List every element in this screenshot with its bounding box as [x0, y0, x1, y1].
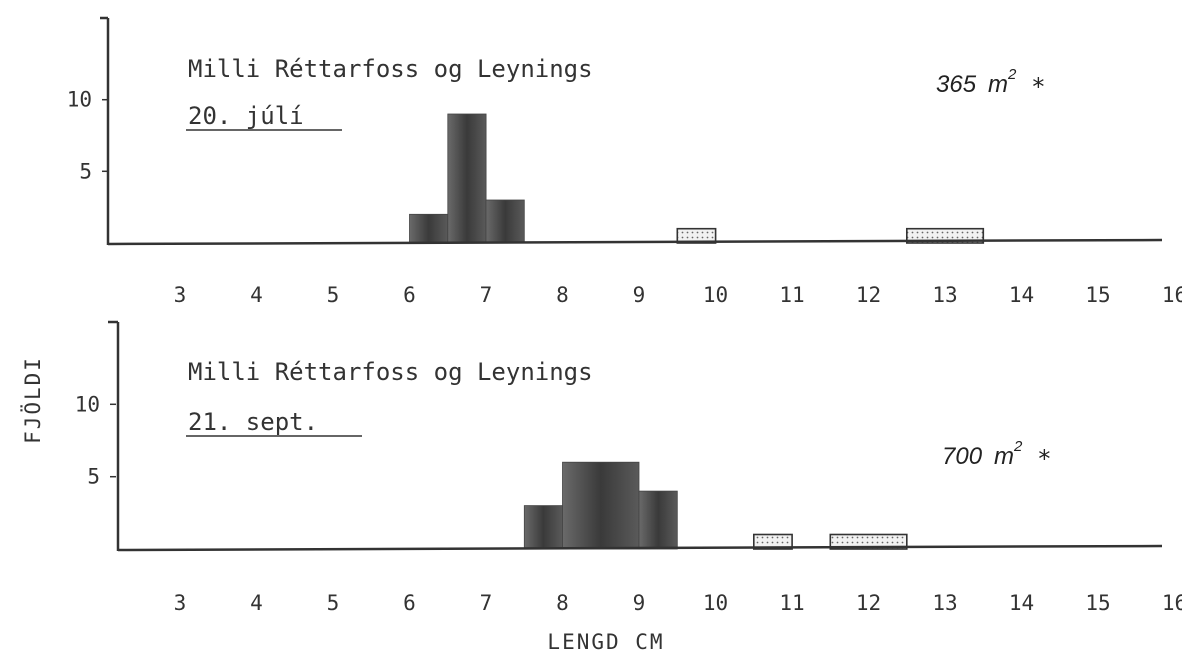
panel-1-x-tick-label: 15 — [1085, 283, 1110, 307]
panel-2-bar-5 — [829, 533, 908, 550]
y-axis-title: FJÖLDI — [20, 356, 45, 444]
panel-1-x-tick-label: 6 — [403, 283, 416, 307]
panel-1-marks — [409, 113, 985, 244]
panel-1-bar-1 — [409, 213, 449, 244]
panel-1-y-tick-label: 10 — [67, 88, 92, 112]
panel-1-x-tick-label: 13 — [932, 283, 957, 307]
panel-2-x-tick-label: 11 — [779, 591, 804, 615]
panel-2-bar-1 — [523, 505, 563, 550]
panel-1-x-tick-label: 12 — [856, 283, 881, 307]
panel-1-bar-2 — [447, 113, 487, 244]
panel-2-x-tick-label: 4 — [250, 591, 263, 615]
panel-2-x-tick-label: 15 — [1085, 591, 1110, 615]
panel-2-subtitle: 21. sept. — [188, 408, 318, 436]
panel-1-ticks: 3 4 5 6 7 8 9 10 11 12 13 14 15 16 5 10 — [67, 88, 1182, 307]
panel-1-x-tick-label: 5 — [327, 283, 340, 307]
panel-1-x-tick-label: 14 — [1009, 283, 1034, 307]
panel-1-x-tick-label: 16 — [1162, 283, 1182, 307]
panel-1-x-tick-label: 9 — [633, 283, 646, 307]
panel-2-x-tick-label: 12 — [856, 591, 881, 615]
panel-2-y-tick-label: 5 — [87, 465, 100, 489]
panel-1-x-tick-label: 7 — [480, 283, 493, 307]
panel-2-title: Milli Réttarfoss og Leynings — [188, 358, 593, 386]
panel-1-x-tick-label: 8 — [556, 283, 569, 307]
panel-2-x-tick-label: 16 — [1162, 591, 1182, 615]
panel-2-x-tick-label: 10 — [703, 591, 728, 615]
panel-1-bar-5 — [905, 227, 985, 244]
panel-1-y-tick-label: 5 — [79, 159, 92, 183]
panel-1-x-tick-label: 4 — [250, 283, 263, 307]
panel-2-bar-2 — [562, 461, 640, 550]
panel-2-bar-4 — [752, 533, 793, 550]
panel-1-x-tick-label: 10 — [703, 283, 728, 307]
panel-2-y-tick-label: 10 — [75, 392, 100, 416]
panel-2: 3 4 5 6 7 8 9 10 11 12 13 14 15 16 5 10 Milli Réttarfos… — [75, 320, 1182, 615]
panel-1-annotation: 365 m2 * — [936, 66, 1044, 101]
panel-2-marks — [523, 461, 908, 550]
panel-2-x-tick-label: 8 — [556, 591, 569, 615]
panel-1-x-tick-label: 3 — [174, 283, 187, 307]
panel-2-x-tick-label: 3 — [174, 591, 187, 615]
panel-1: 3 4 5 6 7 8 9 10 11 12 13 14 15 16 5 10 Milli Réttarfos… — [67, 16, 1182, 307]
x-axis-title: LENGD CM — [547, 630, 664, 654]
panel-2-x-tick-label: 5 — [327, 591, 340, 615]
panel-2-annotation: 700 m2 * — [942, 438, 1050, 473]
panel-1-x-tick-label: 11 — [779, 283, 804, 307]
panel-2-x-tick-label: 7 — [480, 591, 493, 615]
panel-2-x-tick-label: 9 — [633, 591, 646, 615]
panel-2-x-tick-label: 6 — [403, 591, 416, 615]
panel-1-bar-3 — [485, 199, 525, 244]
panel-2-bar-3 — [638, 490, 678, 550]
panel-1-title: Milli Réttarfoss og Leynings — [188, 55, 593, 83]
panel-2-x-tick-label: 13 — [932, 591, 957, 615]
panel-2-x-tick-label: 14 — [1009, 591, 1034, 615]
panel-1-subtitle: 20. júlí — [188, 102, 304, 130]
panel-1-x-axis — [107, 238, 1163, 246]
panel-2-ticks: 3 4 5 6 7 8 9 10 11 12 13 14 15 16 5 10 — [75, 392, 1182, 615]
panel-2-x-axis — [117, 544, 1163, 552]
